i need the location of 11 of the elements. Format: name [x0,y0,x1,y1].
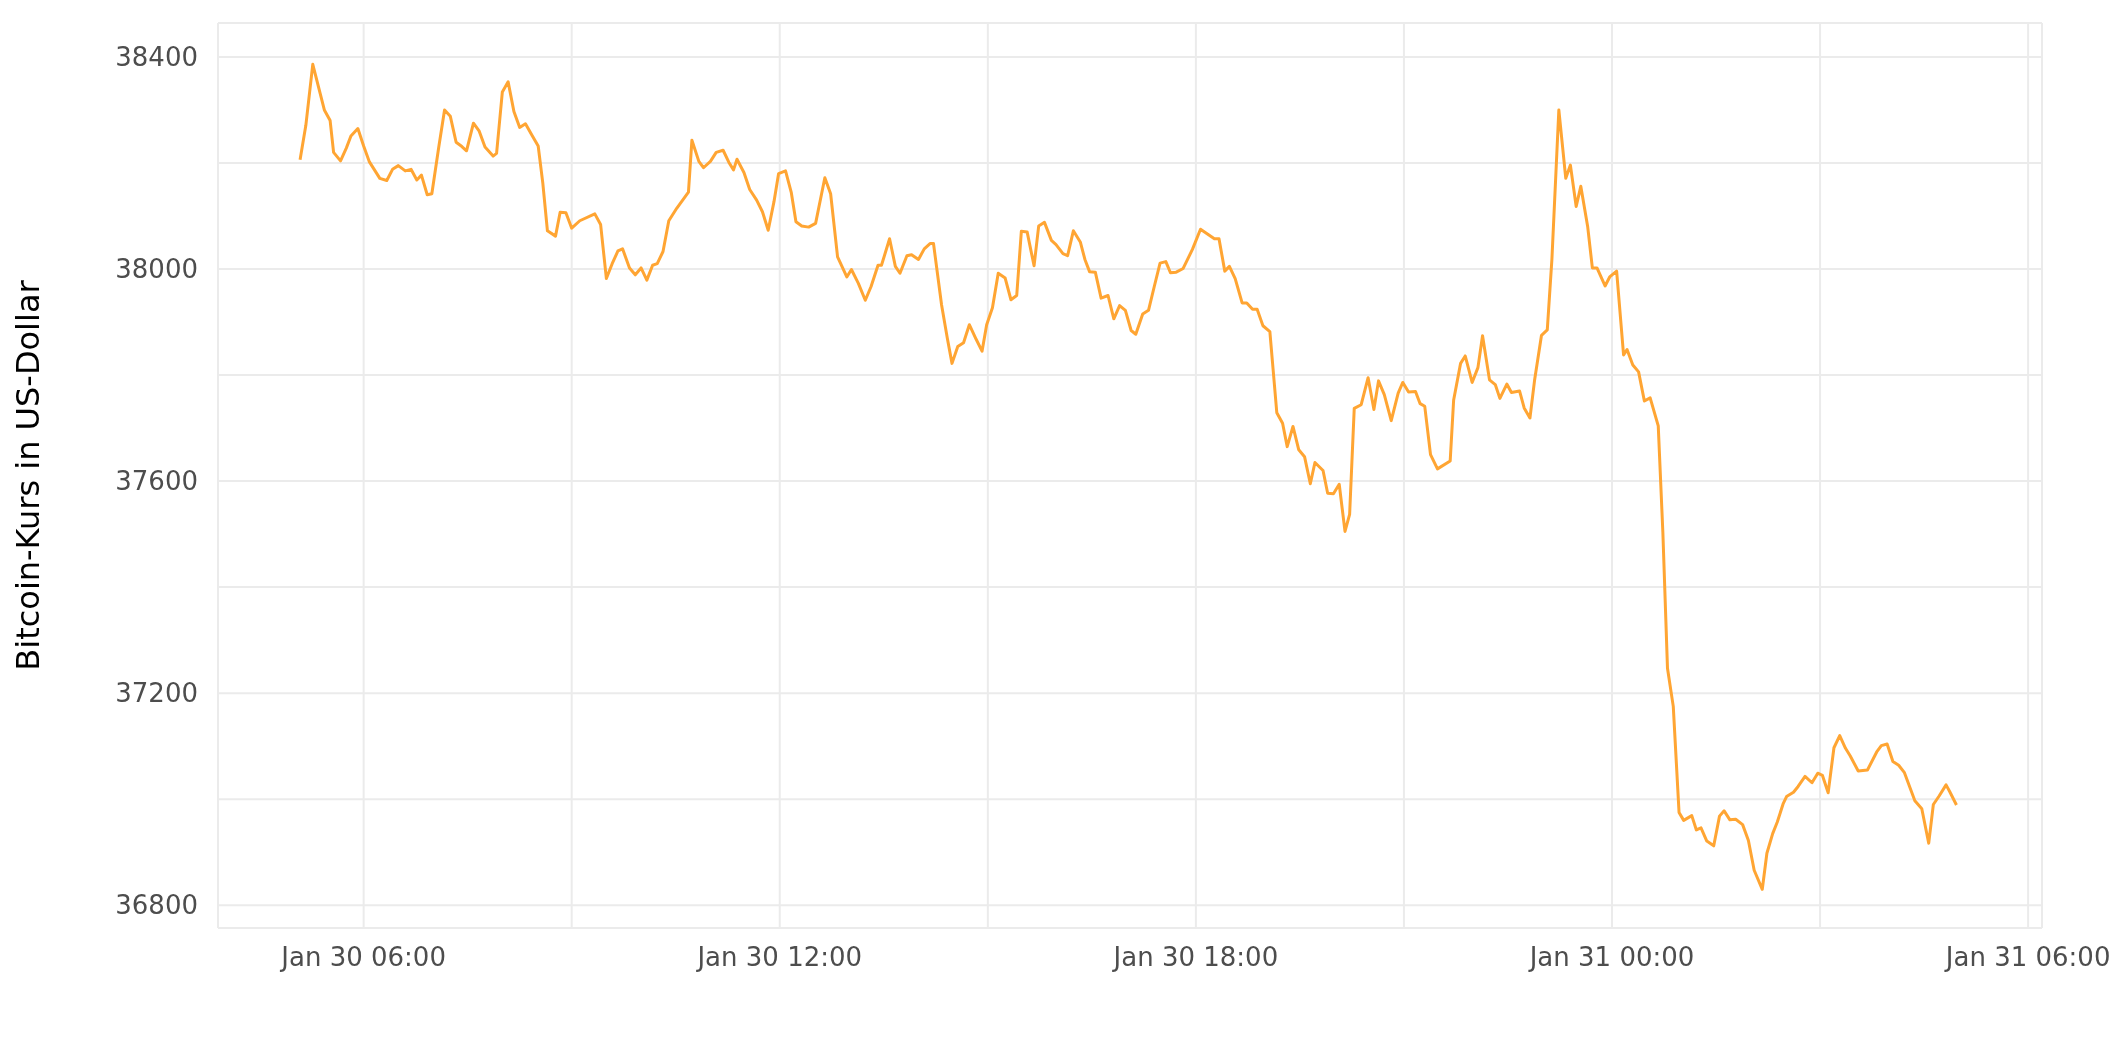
y-axis-title: Bitcoin-Kurs in US-Dollar [9,279,48,671]
y-tick-label: 37600 [115,466,198,497]
x-tick-label: Jan 30 06:00 [279,942,446,973]
y-tick-label: 38000 [115,254,198,285]
x-tick-label: Jan 31 06:00 [1943,942,2111,973]
y-tick-label: 36800 [115,890,198,921]
x-tick-label: Jan 30 12:00 [695,942,863,973]
x-tick-label: Jan 30 18:00 [1111,942,1279,973]
y-tick-label: 38400 [115,42,198,73]
x-tick-label: Jan 31 00:00 [1527,942,1695,973]
y-tick-label: 37200 [115,678,198,709]
